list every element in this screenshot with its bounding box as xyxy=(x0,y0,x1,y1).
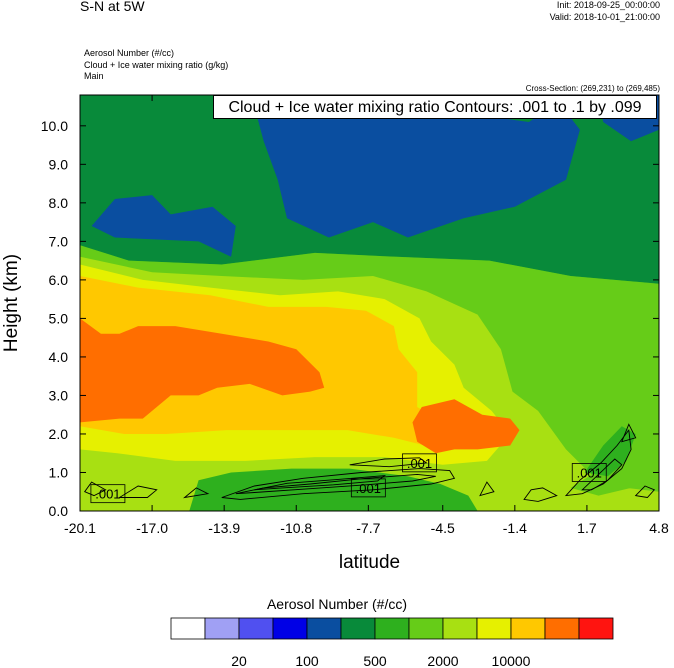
contour-label: .001 xyxy=(577,465,602,480)
region-20000-plus-mid xyxy=(412,399,520,454)
region-20000-plus-core xyxy=(80,318,325,423)
cloud-ice-contour xyxy=(621,423,637,443)
contour-label-box xyxy=(90,484,126,504)
domain-label: Main xyxy=(84,71,104,81)
plot-title: S-N at 5W xyxy=(80,0,145,14)
shaded-field-label: Aerosol Number (#/cc) xyxy=(84,48,175,58)
contour-label: .001 xyxy=(407,456,432,471)
y-tick-label: 8.0 xyxy=(49,195,69,211)
colorbar-swatch xyxy=(442,617,478,640)
contour-label: .001 xyxy=(95,487,120,502)
y-tick-label: 6.0 xyxy=(49,272,69,288)
y-tick-label: 4.0 xyxy=(49,349,69,365)
region-100-500-west xyxy=(91,195,236,257)
region-1000-2000-low xyxy=(189,468,478,511)
colorbar-swatch xyxy=(510,617,546,640)
y-tick-label: 10.0 xyxy=(41,118,68,134)
colorbar-swatch xyxy=(374,617,410,640)
cloud-ice-contour xyxy=(254,475,387,491)
contour-label-box xyxy=(571,463,607,482)
colorbar-label: 20 xyxy=(231,653,247,668)
cloud-ice-contour xyxy=(349,457,428,468)
x-tick-label: -13.9 xyxy=(208,520,240,536)
cloud-ice-contour xyxy=(581,458,623,491)
y-tick-label: 2.0 xyxy=(49,426,69,442)
init-time: Init: 2018-09-25_00:00:00 xyxy=(556,0,660,10)
cloud-ice-contour xyxy=(523,487,558,502)
colorbar-label: 100 xyxy=(295,653,319,668)
y-axis-title: Height (km) xyxy=(1,254,22,352)
x-tick-label: -4.5 xyxy=(431,520,455,536)
y-tick-label: 5.0 xyxy=(49,310,69,326)
colorbar-swatch xyxy=(204,617,240,640)
colorbar-label: 500 xyxy=(363,653,387,668)
x-tick-label: 4.8 xyxy=(649,520,669,536)
cloud-ice-contour xyxy=(634,485,656,498)
x-tick-label: -7.7 xyxy=(356,520,380,536)
colorbar-swatch xyxy=(340,617,376,640)
cloud-ice-contour xyxy=(479,481,495,497)
y-tick-label: 7.0 xyxy=(49,233,69,249)
colorbar-label: 10000 xyxy=(492,653,531,668)
x-axis-title: latitude xyxy=(339,552,400,573)
colorbar-swatch xyxy=(306,617,342,640)
colorbar-swatch xyxy=(476,617,512,640)
colorbar-swatch xyxy=(578,617,614,640)
colorbar-title: Aerosol Number (#/cc) xyxy=(266,596,408,612)
colorbar-swatch xyxy=(170,617,206,640)
cloud-ice-contour xyxy=(221,468,456,500)
y-tick-label: 3.0 xyxy=(49,387,69,403)
contour-info-box: Cloud + Ice water mixing ratio Contours:… xyxy=(213,95,657,119)
cloud-ice-contour xyxy=(183,487,210,499)
valid-time: Valid: 2018-10-01_21:00:00 xyxy=(549,12,660,22)
colorbar-swatch xyxy=(272,617,308,640)
x-tick-label: 1.7 xyxy=(577,520,597,536)
cloud-ice-contour xyxy=(235,473,436,495)
contour-label-box xyxy=(350,478,386,498)
cross-section-label: Cross-Section: (269,231) to (269,485) xyxy=(525,84,660,93)
x-tick-label: -10.8 xyxy=(280,520,312,536)
y-tick-label: 0.0 xyxy=(49,503,69,519)
x-tick-label: -20.1 xyxy=(64,520,96,536)
contour-label-box xyxy=(402,453,437,473)
colorbar-label: 2000 xyxy=(427,653,458,668)
colorbar-swatch xyxy=(238,617,274,640)
y-tick-label: 9.0 xyxy=(49,156,69,172)
colorbar-swatch xyxy=(544,617,580,640)
region-100-500-upper xyxy=(254,95,580,238)
contour-label: .001 xyxy=(356,481,381,496)
cloud-ice-contour xyxy=(117,485,158,498)
colorbar-swatch xyxy=(408,617,444,640)
contour-field-label: Cloud + Ice water mixing ratio (g/kg) xyxy=(84,60,229,70)
x-tick-label: -17.0 xyxy=(136,520,168,536)
y-tick-label: 1.0 xyxy=(49,464,69,480)
x-tick-label: -1.4 xyxy=(503,520,527,536)
